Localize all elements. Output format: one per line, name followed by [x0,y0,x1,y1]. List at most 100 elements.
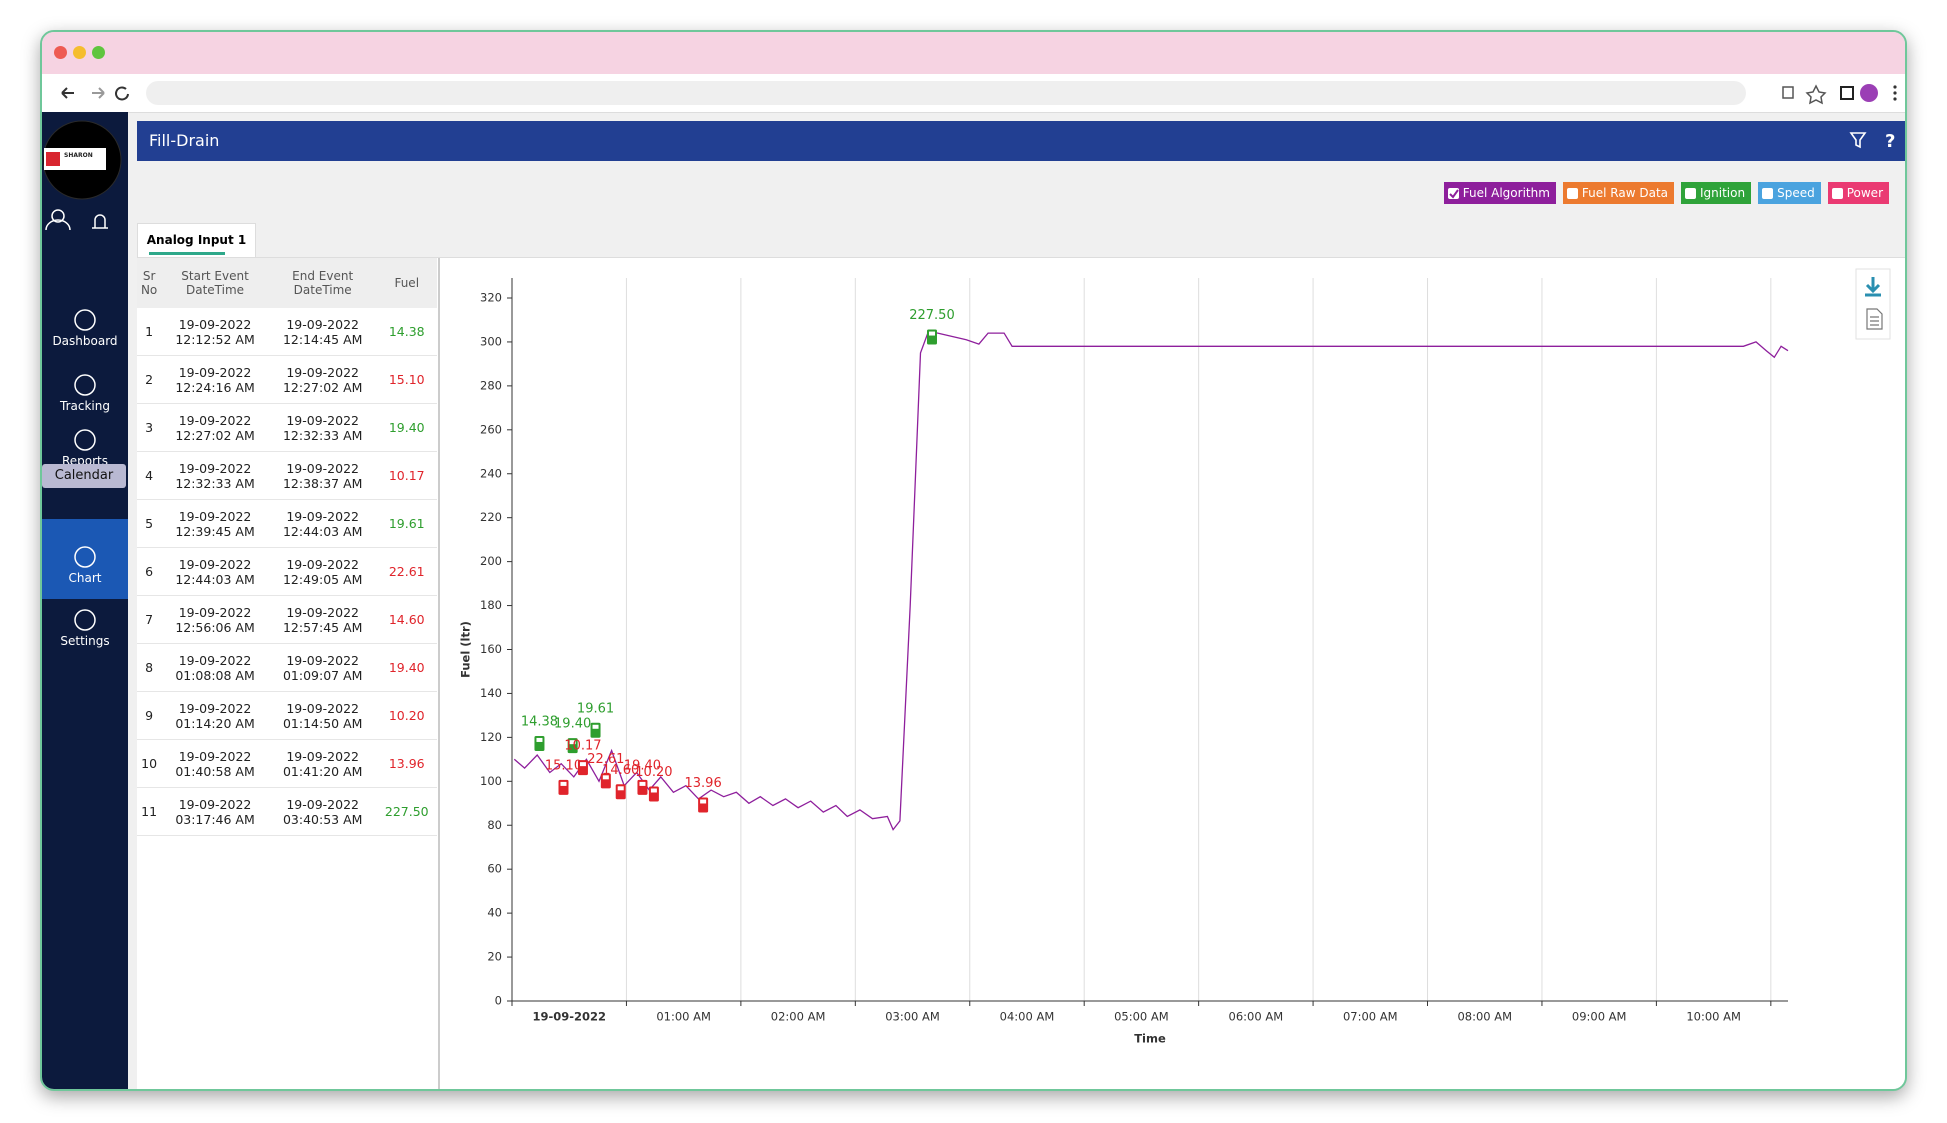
end-cell: 19-09-2022 01:14:50 AM [268,691,377,740]
fuel-cell: 15.10 [376,355,437,404]
end-cell: 19-09-2022 12:57:45 AM [268,595,377,644]
minimize-button[interactable] [73,46,86,59]
date-line: 19-09-2022 [286,604,359,620]
date-line: 12:39:45 AM [175,523,255,539]
table-row: 9 19-09-2022 01:14:20 AM 19-09-2022 01:14:50… [137,691,437,740]
nav-label: Settings [60,634,110,648]
event-label: 22.61 [587,752,624,767]
date-line: 19-09-2022 [286,412,359,428]
address-bar[interactable] [146,81,1746,105]
y-tick-label: 320 [480,291,502,305]
start-cell: 19-09-2022 12:27:02 AM [161,403,269,452]
legend-label: Ignition [1700,186,1746,200]
date-line: 12:32:33 AM [282,427,363,443]
browser-actions[interactable] [1745,74,1905,112]
start-cell: 19-09-2022 01:08:08 AM [161,643,269,692]
end-cell: 19-09-2022 12:27:02 AM [268,355,377,404]
event-label: 14.38 [521,714,558,729]
header-line: Fuel [394,276,420,290]
date-line: 19-09-2022 [286,364,359,380]
header-line: Start Event [181,269,249,283]
nav-item[interactable]: Tracking [42,347,128,427]
header-line: DateTime [186,283,245,297]
nav-icon [74,429,96,451]
date-line: 19-09-2022 [286,508,359,524]
fuel-cell: 19.61 [376,499,437,548]
y-tick-label: 20 [487,950,502,964]
date-line: 19-09-2022 [178,556,252,572]
date-line: 03:40:53 AM [282,811,363,827]
icon-shape [74,429,96,451]
legend-toggle[interactable]: Speed [1758,182,1821,204]
maximize-button[interactable] [92,46,105,59]
x-axis-title: Time [1134,1032,1166,1046]
sr-cell: 3 [137,403,162,452]
x-tick-label: 04:00 AM [1000,1010,1055,1024]
y-tick-label: 200 [480,554,502,568]
date-line: 12:27:02 AM [282,379,363,395]
sidebar: SHARON Dashboard Tracking Reports Chart Sett… [42,112,128,1089]
sr-cell: 8 [137,643,162,692]
icon-shape [74,609,96,631]
column-header: Start Event DateTime [161,258,269,308]
sr-cell: 4 [137,451,162,500]
x-tick-label: 08:00 AM [1457,1010,1512,1024]
check [1449,188,1459,199]
start-cell: 19-09-2022 03:17:46 AM [161,787,269,836]
nav-item[interactable]: Chart [42,519,128,599]
checkbox [1762,187,1774,199]
date-line: 12:27:02 AM [175,427,255,443]
marker-window [592,724,599,729]
event-label: 19.40 [554,717,591,732]
download-icon[interactable] [1865,277,1881,297]
date-line: 19-09-2022 [178,796,252,812]
y-tick-label: 300 [480,334,502,348]
nav-label: Tracking [60,399,110,413]
column-header: Sr No [137,258,162,308]
table-row: 3 19-09-2022 12:27:02 AM 19-09-2022 12:32:33… [137,403,437,452]
document-icon[interactable] [1866,308,1883,330]
date-line: 19-09-2022 [178,700,252,716]
marker-window [536,737,543,742]
end-cell: 19-09-2022 12:44:03 AM [268,499,377,548]
header-line: End Event [292,269,354,283]
nav-item[interactable]: Settings [42,582,128,662]
tab-indicator [149,252,225,255]
legend-toggle[interactable]: Fuel Algorithm [1443,182,1556,204]
content-panel: Sr No Start Event DateTime End Event DateTime… [137,257,1905,1089]
end-cell: 19-09-2022 01:09:07 AM [268,643,377,692]
event-label: 19.40 [624,758,661,773]
table-row: 7 19-09-2022 12:56:06 AM 19-09-2022 12:57:45… [137,595,437,644]
legend-toggle[interactable]: Fuel Raw Data [1562,182,1674,204]
date-line: 19-09-2022 [286,316,359,332]
marker-window [617,786,624,791]
checkbox [1831,187,1843,199]
sr-cell: 11 [137,787,162,836]
end-cell: 19-09-2022 01:41:20 AM [268,739,377,788]
x-tick-label: 02:00 AM [771,1010,826,1024]
date-line: 12:57:45 AM [282,619,363,635]
legend: Fuel Algorithm Fuel Raw Data Ignition Speed… [1443,182,1889,204]
date-line: 19-09-2022 [286,748,359,764]
y-tick-label: 220 [480,510,502,524]
date-line: 19-09-2022 [286,556,359,572]
date-line: 01:14:50 AM [282,715,363,731]
y-tick-label: 260 [480,422,502,436]
date-line: 19-09-2022 [178,748,252,764]
nav-buttons[interactable] [42,74,132,112]
close-button[interactable] [54,46,67,59]
date-line: 01:41:20 AM [282,763,363,779]
legend-toggle[interactable]: Ignition [1681,182,1752,204]
legend-toggle[interactable]: Power [1827,182,1889,204]
end-cell: 19-09-2022 12:49:05 AM [268,547,377,596]
checkbox [1447,187,1459,199]
sr-cell: 6 [137,547,162,596]
start-cell: 19-09-2022 12:32:33 AM [161,451,269,500]
x-tick-label: 06:00 AM [1229,1010,1284,1024]
check-mark [1449,188,1459,199]
y-tick-label: 140 [480,686,502,700]
nav-item[interactable]: Dashboard [42,282,128,362]
table-row: 2 19-09-2022 12:24:16 AM 19-09-2022 12:27:02… [137,355,437,404]
header-icons[interactable]: ? [1845,121,1905,161]
x-tick-label: 07:00 AM [1343,1010,1398,1024]
